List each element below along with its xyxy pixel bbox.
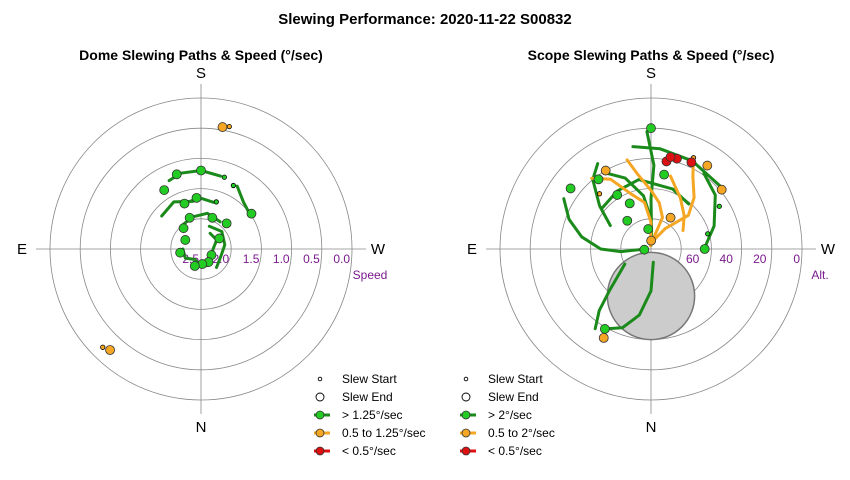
legend-end-symbol xyxy=(315,392,325,402)
radial-tick-label: 1.5 xyxy=(243,252,260,266)
slew-end-marker xyxy=(699,244,710,254)
slew-end-marker xyxy=(646,123,656,134)
slew-path xyxy=(235,184,251,214)
legend-label: Slew Start xyxy=(342,372,397,386)
slew-end-marker xyxy=(665,212,676,223)
slew-end-marker xyxy=(175,247,186,258)
slew-end-marker xyxy=(178,223,189,234)
compass-right: W xyxy=(821,241,836,258)
legend-marker-symbol xyxy=(461,446,471,456)
compass-right: W xyxy=(371,241,386,258)
legend-label: > 2°/sec xyxy=(488,408,532,422)
radial-tick-label: 0.0 xyxy=(333,252,350,266)
slew-start-marker xyxy=(716,203,722,209)
slew-end-marker xyxy=(246,208,257,219)
slew-start-marker xyxy=(596,191,603,197)
slew-end-marker xyxy=(184,212,195,223)
slew-path xyxy=(590,176,653,248)
slew-end-marker xyxy=(105,345,115,355)
slew-path xyxy=(593,262,627,331)
radial-axis-label: Speed xyxy=(353,268,388,282)
slew-end-marker xyxy=(686,157,697,168)
slew-start-marker xyxy=(226,123,232,130)
slew-end-marker xyxy=(643,224,654,234)
legend-marker-symbol xyxy=(315,410,325,420)
legend-label: Slew Start xyxy=(488,372,543,386)
radial-tick-label: 1.0 xyxy=(273,252,290,266)
legend-start-symbol xyxy=(463,376,469,382)
slew-end-marker xyxy=(196,165,206,176)
slew-end-marker xyxy=(159,185,170,195)
slew-path xyxy=(603,260,655,331)
chart-title: Scope Slewing Paths & Speed (°/sec) xyxy=(528,47,775,63)
legend-label: > 1.25°/sec xyxy=(342,408,403,422)
radial-tick-label: 40 xyxy=(720,252,734,266)
radial-tick-label: 20 xyxy=(753,252,767,266)
radial-tick-label: 0 xyxy=(793,252,800,266)
legend-label: 0.5 to 2°/sec xyxy=(488,426,555,440)
slew-end-marker xyxy=(179,198,190,209)
slew-start-marker xyxy=(221,174,227,180)
slew-end-marker xyxy=(214,233,225,244)
radial-tick-label: 0.5 xyxy=(303,252,320,266)
legend-label: 0.5 to 1.25°/sec xyxy=(342,426,426,440)
slew-end-marker xyxy=(600,165,611,176)
slew-start-marker xyxy=(230,182,236,189)
compass-top: S xyxy=(646,65,656,82)
slew-start-marker xyxy=(100,344,106,350)
legend-marker-symbol xyxy=(461,428,471,438)
radial-tick-label: 60 xyxy=(686,252,700,266)
slew-path xyxy=(207,224,227,269)
slew-start-marker xyxy=(705,231,711,237)
compass-bottom: N xyxy=(646,419,657,436)
slew-path xyxy=(650,156,696,244)
slew-end-marker xyxy=(598,332,609,343)
slew-end-marker xyxy=(716,184,727,195)
legend-label: < 0.5°/sec xyxy=(488,444,542,458)
scope-panel: Scope Slewing Paths & Speed (°/sec)SNEW8… xyxy=(460,47,836,458)
compass-left: E xyxy=(17,241,27,258)
legend-marker-symbol xyxy=(315,428,325,438)
compass-left: E xyxy=(467,241,477,258)
legend-label: < 0.5°/sec xyxy=(342,444,396,458)
chart-title: Dome Slewing Paths & Speed (°/sec) xyxy=(79,47,323,63)
slew-end-marker xyxy=(593,174,604,185)
slew-end-marker xyxy=(646,235,657,246)
slew-path xyxy=(669,174,686,232)
slew-end-marker xyxy=(207,212,218,223)
slew-end-marker xyxy=(622,215,633,226)
legend-end-symbol xyxy=(461,392,471,402)
slew-end-marker xyxy=(221,218,232,229)
slew-end-marker xyxy=(599,324,610,334)
slew-end-marker xyxy=(702,160,713,171)
slew-end-marker xyxy=(665,152,676,162)
slew-end-marker xyxy=(191,192,202,203)
slew-end-marker xyxy=(217,122,228,132)
slew-end-marker xyxy=(565,183,576,194)
slew-end-marker xyxy=(189,261,200,271)
slew-end-marker xyxy=(639,244,650,255)
slew-end-marker xyxy=(180,235,191,245)
slew-end-marker xyxy=(171,169,182,180)
compass-top: S xyxy=(196,65,206,82)
legend-start-symbol xyxy=(317,376,323,382)
dome-panel: Dome Slewing Paths & Speed (°/sec)SNE W2.… xyxy=(17,47,426,458)
page-title: Slewing Performance: 2020-11-22 S00832 xyxy=(278,11,572,28)
slew-path xyxy=(702,171,717,246)
legend-label: Slew End xyxy=(488,390,539,404)
slew-path xyxy=(625,158,664,238)
slew-end-marker xyxy=(624,198,635,209)
slew-end-marker xyxy=(612,190,623,200)
compass-bottom: N xyxy=(196,419,207,436)
legend-label: Slew End xyxy=(342,390,393,404)
slew-path xyxy=(591,162,612,227)
slew-end-marker xyxy=(659,169,670,180)
radial-axis-label: Alt. xyxy=(811,268,828,282)
legend-marker-symbol xyxy=(315,446,325,456)
slew-path xyxy=(562,197,646,254)
slew-start-marker xyxy=(213,199,219,205)
legend-marker-symbol xyxy=(461,410,471,420)
